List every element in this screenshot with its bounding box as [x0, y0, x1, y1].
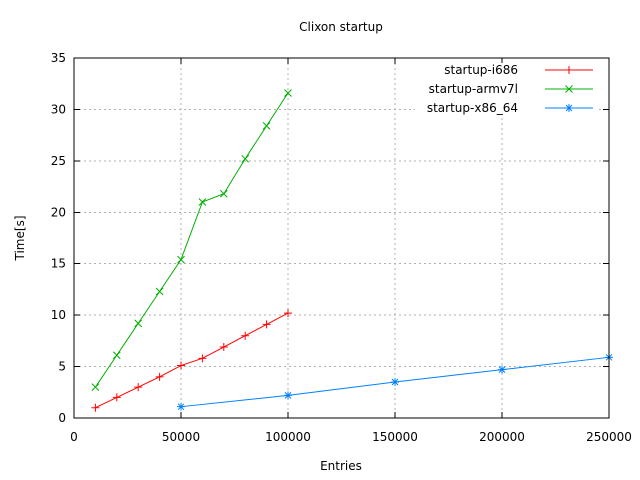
series-startup-i686 — [91, 309, 292, 412]
legend-item-startup-x86_64: startup-x86_64 — [427, 101, 593, 115]
legend: startup-i686 startup-armv7l startup-x86_64 — [415, 63, 597, 116]
series-line — [94, 92, 289, 388]
legend-sample-marker — [565, 85, 573, 93]
plot-border — [73, 57, 610, 419]
series-line — [95, 312, 289, 409]
y-tick-label: 10 — [51, 308, 66, 322]
legend-label: startup-i686 — [444, 63, 518, 77]
y-tick-label: 20 — [51, 205, 66, 219]
legend-sample-marker — [565, 104, 573, 112]
legend-item-startup-armv7l: startup-armv7l — [429, 82, 593, 96]
axes-layer: 0 50000 100000 150000 200000 250000 0 5 10 15 20 25… — [51, 51, 632, 444]
series-markers — [177, 353, 613, 411]
x-tick-label: 0 — [70, 430, 78, 444]
x-tick-label: 200000 — [479, 430, 525, 444]
series-markers — [91, 89, 292, 391]
legend-item-startup-i686: startup-i686 — [444, 63, 593, 77]
chart-title: Clixon startup — [299, 20, 383, 34]
x-tick-label: 50000 — [162, 430, 200, 444]
legend-sample-marker — [565, 66, 573, 74]
series-layer — [91, 89, 613, 412]
series-startup-armv7l — [91, 89, 292, 391]
y-tick-label: 0 — [58, 411, 66, 425]
y-tick-label: 30 — [51, 102, 66, 116]
x-tick-label: 100000 — [265, 430, 311, 444]
y-tick-label: 5 — [58, 360, 66, 374]
series-markers — [91, 309, 292, 412]
x-axis-label: Entries — [320, 459, 362, 473]
legend-label: startup-x86_64 — [427, 101, 518, 115]
y-axis-label: Time[s] — [13, 216, 27, 262]
x-tick-label: 150000 — [372, 430, 418, 444]
x-tick-label: 250000 — [586, 430, 632, 444]
y-tick-label: 35 — [51, 51, 66, 65]
series-startup-x86_64 — [177, 353, 613, 411]
y-tick-label: 25 — [51, 154, 66, 168]
legend-label: startup-armv7l — [429, 82, 518, 96]
y-tick-label: 15 — [51, 257, 66, 271]
